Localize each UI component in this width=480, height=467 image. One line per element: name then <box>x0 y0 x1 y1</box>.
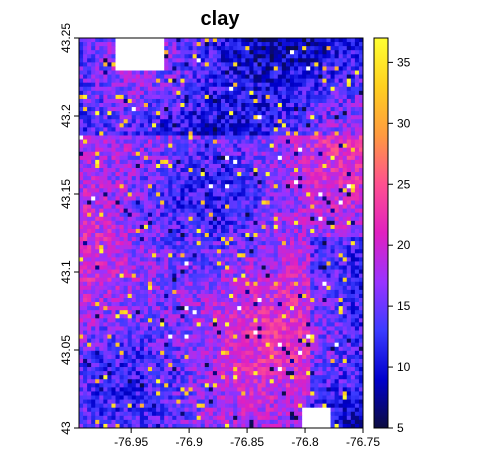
x-tick-label: -76.95 <box>114 435 148 449</box>
legend-tick-label: 10 <box>397 360 411 374</box>
x-tick-label: -76.85 <box>230 435 264 449</box>
legend-tick-label: 30 <box>397 116 411 130</box>
y-tick-label: 43.1 <box>59 260 73 284</box>
map-frame <box>78 37 364 429</box>
legend-tick-label: 25 <box>397 177 411 191</box>
legend-axis: 5 10 15 20 25 30 35 <box>388 55 411 435</box>
y-tick-label: 43.15 <box>59 179 73 209</box>
y-tick-label: 43.2 <box>59 104 73 128</box>
y-tick-label: 43.25 <box>59 23 73 53</box>
legend-tick-label: 15 <box>397 299 411 313</box>
x-axis: -76.95 -76.9 -76.85 -76.8 -76.75 <box>114 428 380 449</box>
x-tick-label: -76.8 <box>291 435 319 449</box>
legend-tick-label: 35 <box>397 55 411 69</box>
y-axis: 43 43.05 43.1 43.15 43.2 43.25 <box>59 23 79 435</box>
x-tick-label: -76.75 <box>346 435 380 449</box>
map-title: clay <box>200 8 240 30</box>
x-tick-label: -76.9 <box>175 435 203 449</box>
legend-tick-label: 5 <box>397 421 404 435</box>
legend-colorbar <box>373 37 389 429</box>
y-tick-label: 43 <box>59 421 73 435</box>
legend-tick-label: 20 <box>397 238 411 252</box>
y-tick-label: 43.05 <box>59 335 73 365</box>
clay-raster <box>79 38 364 429</box>
